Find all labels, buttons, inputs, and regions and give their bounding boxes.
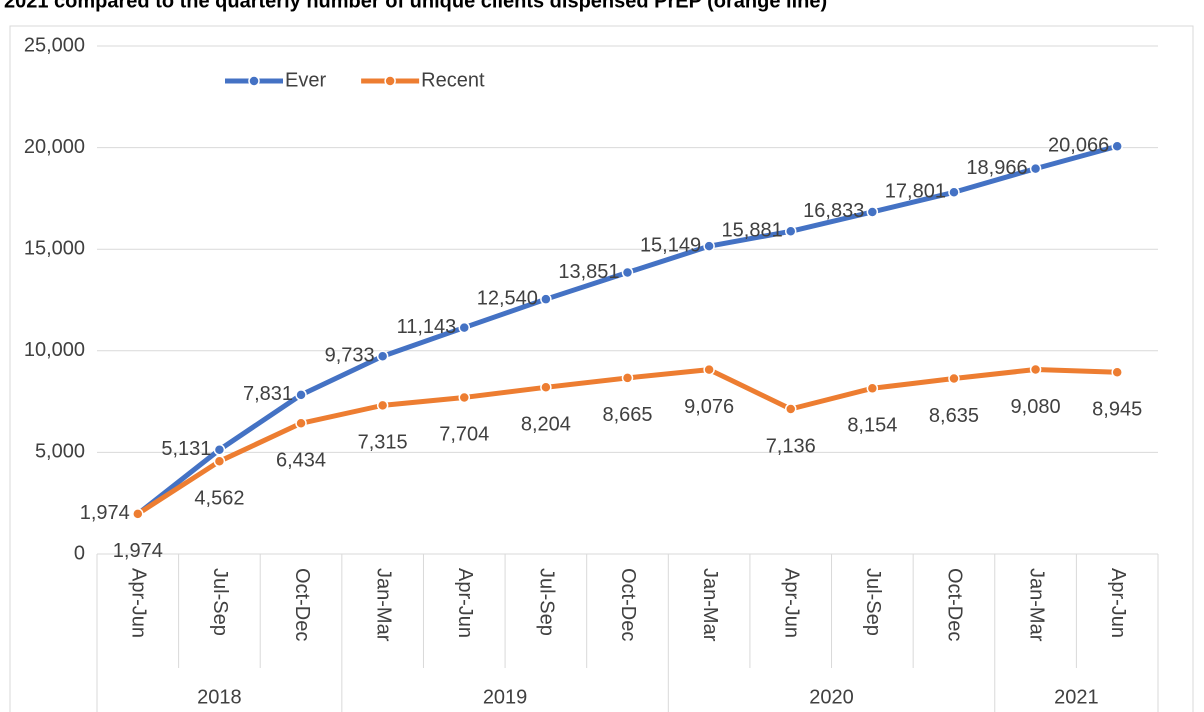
year-label: 2021 [1054, 686, 1099, 708]
year-label: 2020 [809, 686, 854, 708]
legend-marker [248, 75, 260, 87]
marker [376, 350, 389, 362]
y-tick-label: 20,000 [24, 136, 85, 158]
marker [703, 363, 715, 376]
marker [295, 389, 307, 401]
data-label: 8,635 [929, 405, 979, 427]
x-tick-label: Jul-Sep [209, 568, 231, 636]
x-tick-label: Oct-Dec [617, 568, 639, 641]
y-tick-label: 15,000 [24, 237, 85, 259]
year-label: 2019 [483, 686, 528, 708]
marker [458, 321, 471, 334]
marker [1111, 366, 1123, 378]
data-label: 11,143 [397, 316, 457, 338]
data-label: 9,080 [1011, 396, 1061, 418]
data-label: 4,562 [194, 488, 244, 510]
data-label: 13,851 [558, 261, 619, 283]
data-label: 9,076 [684, 396, 734, 418]
marker [458, 391, 471, 404]
y-tick-label: 0 [74, 542, 85, 564]
data-label: 8,154 [847, 415, 897, 437]
marker [1029, 363, 1042, 376]
x-tick-label: Jan-Mar [699, 568, 721, 642]
y-tick-label: 10,000 [24, 339, 85, 361]
y-tick-label: 5,000 [35, 441, 85, 463]
legend-marker [384, 75, 396, 87]
data-label: 7,315 [358, 432, 408, 454]
data-label: 16,833 [803, 200, 864, 222]
data-label: 18,966 [966, 157, 1027, 179]
marker [1111, 140, 1123, 153]
marker [866, 382, 879, 395]
x-tick-label: Apr-Jun [780, 568, 802, 638]
data-label: 6,434 [276, 450, 326, 472]
data-label: 15,149 [640, 234, 701, 256]
marker [213, 443, 226, 456]
data-label: 7,136 [766, 435, 816, 457]
data-label: 8,945 [1092, 399, 1142, 421]
marker [132, 508, 144, 520]
data-label: 9,733 [325, 345, 375, 367]
marker [1029, 162, 1042, 175]
marker [703, 240, 715, 252]
marker [540, 293, 552, 305]
x-tick-label: Jul-Sep [862, 568, 884, 636]
legend-label: Recent [421, 69, 485, 91]
data-label: 1,974 [113, 540, 163, 562]
data-label: 20,066 [1048, 135, 1109, 157]
marker [948, 186, 960, 199]
marker [213, 455, 226, 468]
data-label: 5,131 [161, 438, 211, 460]
data-label: 12,540 [477, 287, 538, 309]
x-tick-label: Jan-Mar [372, 568, 394, 642]
x-tick-label: Apr-Jun [1107, 568, 1129, 638]
data-label: 8,665 [602, 404, 652, 426]
marker [295, 417, 307, 430]
marker [948, 372, 960, 385]
marker [540, 381, 552, 394]
data-label: 7,831 [243, 383, 293, 405]
marker [621, 266, 634, 279]
data-label: 17,801 [885, 181, 946, 203]
x-tick-label: Jul-Sep [536, 568, 558, 636]
marker [866, 206, 879, 218]
x-tick-label: Jan-Mar [1025, 568, 1047, 642]
x-tick-label: Apr-Jun [454, 568, 476, 638]
marker [376, 399, 389, 412]
x-tick-label: Oct-Dec [944, 568, 966, 641]
x-tick-label: Oct-Dec [291, 568, 313, 641]
data-label: 7,704 [439, 424, 489, 446]
y-tick-label: 25,000 [24, 34, 85, 56]
data-label: 1,974 [80, 502, 130, 524]
legend-label: Ever [285, 69, 326, 91]
chart-border [9, 25, 1194, 712]
data-label: 15,881 [722, 220, 783, 242]
data-label: 8,204 [521, 414, 571, 436]
marker [621, 372, 634, 384]
x-tick-label: Apr-Jun [128, 568, 150, 638]
marker [784, 403, 797, 415]
year-label: 2018 [197, 686, 242, 708]
marker [784, 225, 797, 238]
chart-title: 2021 compared to the quarterly number of… [4, 0, 827, 12]
